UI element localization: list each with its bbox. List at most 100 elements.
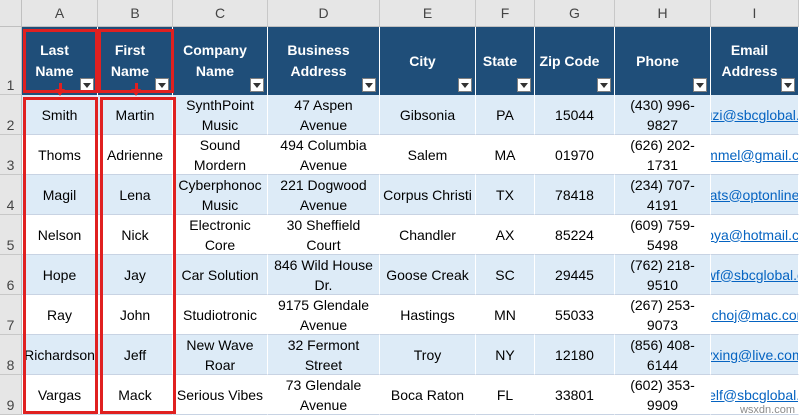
data-cell[interactable]: New Wave Roar <box>173 335 268 375</box>
data-cell[interactable]: Troy <box>380 335 476 375</box>
data-cell[interactable]: Thoms <box>22 135 98 175</box>
email-link[interactable]: yxing@live.com <box>711 335 799 375</box>
data-cell[interactable]: Jeff <box>98 335 173 375</box>
header-cell[interactable]: Phone <box>615 27 711 95</box>
row-header-1[interactable]: 1 <box>0 27 22 95</box>
row-header-3[interactable]: 3 <box>0 135 22 175</box>
email-link[interactable]: animats@optonline.com <box>711 175 799 215</box>
data-cell[interactable]: Serious Vibes <box>173 375 268 415</box>
header-cell[interactable]: City <box>380 27 476 95</box>
filter-dropdown-icon[interactable] <box>250 78 264 92</box>
data-cell[interactable]: (856) 408-6144 <box>615 335 711 375</box>
data-cell[interactable]: MN <box>476 295 535 335</box>
filter-dropdown-icon[interactable] <box>362 78 376 92</box>
data-cell[interactable]: 29445 <box>535 255 615 295</box>
column-header-g[interactable]: G <box>535 0 615 27</box>
data-cell[interactable]: 30 Sheffield Court <box>268 215 380 255</box>
data-cell[interactable]: Corpus Christi <box>380 175 476 215</box>
data-cell[interactable]: (430) 996-9827 <box>615 95 711 135</box>
header-cell[interactable]: Company Name <box>173 27 268 95</box>
data-cell[interactable]: 846 Wild House Dr. <box>268 255 380 295</box>
data-cell[interactable]: 01970 <box>535 135 615 175</box>
data-cell[interactable]: Salem <box>380 135 476 175</box>
data-cell[interactable]: 494 Columbia Avenue <box>268 135 380 175</box>
data-cell[interactable]: FL <box>476 375 535 415</box>
row-header-2[interactable]: 2 <box>0 95 22 135</box>
email-link[interactable]: nichoj@mac.com <box>711 295 799 335</box>
select-all-corner[interactable] <box>0 0 22 27</box>
column-header-a[interactable]: A <box>22 0 98 27</box>
data-cell[interactable]: 12180 <box>535 335 615 375</box>
data-cell[interactable]: Studiotronic <box>173 295 268 335</box>
data-cell[interactable]: Martin <box>98 95 173 135</box>
data-cell[interactable]: (234) 707-4191 <box>615 175 711 215</box>
data-cell[interactable]: Ray <box>22 295 98 335</box>
data-cell[interactable]: 78418 <box>535 175 615 215</box>
email-link[interactable]: drewf@sbcglobal.com <box>711 255 799 295</box>
data-cell[interactable]: Car Solution <box>173 255 268 295</box>
data-cell[interactable]: 32 Fermont Street <box>268 335 380 375</box>
data-cell[interactable]: Jay <box>98 255 173 295</box>
header-cell[interactable]: Zip Code <box>535 27 615 95</box>
column-header-h[interactable]: H <box>615 0 711 27</box>
data-cell[interactable]: Cyberphonoc Music <box>173 175 268 215</box>
data-cell[interactable]: 15044 <box>535 95 615 135</box>
row-header-8[interactable]: 8 <box>0 335 22 375</box>
filter-dropdown-icon[interactable] <box>781 78 795 92</box>
data-cell[interactable]: MA <box>476 135 535 175</box>
data-cell[interactable]: Boca Raton <box>380 375 476 415</box>
filter-dropdown-icon[interactable] <box>597 78 611 92</box>
data-cell[interactable]: (602) 353-9909 <box>615 375 711 415</box>
data-cell[interactable]: Hope <box>22 255 98 295</box>
data-cell[interactable]: Magil <box>22 175 98 215</box>
data-cell[interactable]: Richardson <box>22 335 98 375</box>
header-cell[interactable]: State <box>476 27 535 95</box>
data-cell[interactable]: (762) 218-9510 <box>615 255 711 295</box>
data-cell[interactable]: 221 Dogwood Avenue <box>268 175 380 215</box>
data-cell[interactable]: 85224 <box>535 215 615 255</box>
data-cell[interactable]: Vargas <box>22 375 98 415</box>
data-cell[interactable]: (609) 759-5498 <box>615 215 711 255</box>
data-cell[interactable]: Adrienne <box>98 135 173 175</box>
data-cell[interactable]: Mack <box>98 375 173 415</box>
header-cell[interactable]: Email Address <box>711 27 799 95</box>
data-cell[interactable]: 55033 <box>535 295 615 335</box>
data-cell[interactable]: TX <box>476 175 535 215</box>
filter-dropdown-icon[interactable] <box>517 78 531 92</box>
row-header-5[interactable]: 5 <box>0 215 22 255</box>
header-cell[interactable]: Business Address <box>268 27 380 95</box>
data-cell[interactable]: 73 Glendale Avenue <box>268 375 380 415</box>
email-link[interactable]: demmel@gmail.com <box>711 135 799 175</box>
data-cell[interactable]: (267) 253-9073 <box>615 295 711 335</box>
data-cell[interactable]: Goose Creak <box>380 255 476 295</box>
data-cell[interactable]: Nick <box>98 215 173 255</box>
data-cell[interactable]: NY <box>476 335 535 375</box>
data-cell[interactable]: PA <box>476 95 535 135</box>
data-cell[interactable]: 47 Aspen Avenue <box>268 95 380 135</box>
data-cell[interactable]: 33801 <box>535 375 615 415</box>
header-cell[interactable]: First Name <box>98 27 173 95</box>
row-header-9[interactable]: 9 <box>0 375 22 415</box>
email-link[interactable]: naoya@hotmail.com <box>711 215 799 255</box>
filter-dropdown-icon[interactable] <box>458 78 472 92</box>
row-header-6[interactable]: 6 <box>0 255 22 295</box>
column-header-d[interactable]: D <box>268 0 380 27</box>
row-header-7[interactable]: 7 <box>0 295 22 335</box>
data-cell[interactable]: Hastings <box>380 295 476 335</box>
data-cell[interactable]: (626) 202-1731 <box>615 135 711 175</box>
data-cell[interactable]: 9175 Glendale Avenue <box>268 295 380 335</box>
data-cell[interactable]: Chandler <box>380 215 476 255</box>
filter-dropdown-icon[interactable] <box>155 78 169 92</box>
data-cell[interactable]: Electronic Core <box>173 215 268 255</box>
data-cell[interactable]: Smith <box>22 95 98 135</box>
data-cell[interactable]: Lena <box>98 175 173 215</box>
column-header-f[interactable]: F <box>476 0 535 27</box>
data-cell[interactable]: SynthPoint Music <box>173 95 268 135</box>
data-cell[interactable]: Sound Mordern <box>173 135 268 175</box>
row-header-4[interactable]: 4 <box>0 175 22 215</box>
data-cell[interactable]: Gibsonia <box>380 95 476 135</box>
data-cell[interactable]: John <box>98 295 173 335</box>
column-header-e[interactable]: E <box>380 0 476 27</box>
column-header-i[interactable]: I <box>711 0 799 27</box>
data-cell[interactable]: Nelson <box>22 215 98 255</box>
